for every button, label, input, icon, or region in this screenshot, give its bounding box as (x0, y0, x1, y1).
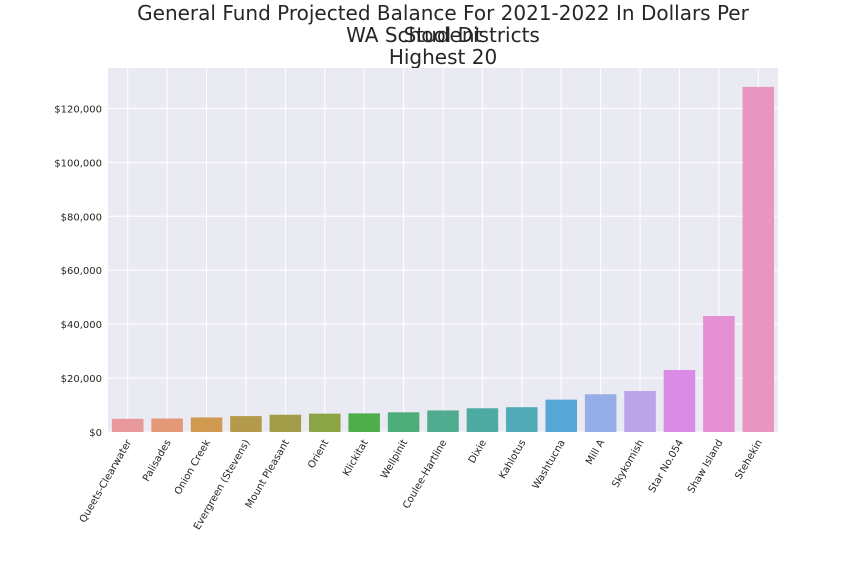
x-tick-label: Stehekin (733, 438, 764, 481)
x-tick-label: Dixie (467, 438, 489, 465)
bar (742, 86, 775, 432)
bar (466, 408, 499, 432)
bars (111, 86, 775, 432)
x-tick-label: Star No.054 (647, 438, 686, 495)
bar (584, 394, 617, 432)
x-tick-label: Orient (306, 438, 331, 471)
x-tick-label: Wellpinit (379, 438, 410, 481)
bar (348, 413, 380, 432)
bar (703, 316, 735, 432)
y-tick-label: $20,000 (61, 374, 102, 385)
x-tick-label: Mount Pleasant (244, 438, 292, 510)
chart-title-line-1: General Fund Projected Balance For 2021-… (137, 1, 749, 47)
bar (427, 410, 459, 432)
bar (624, 391, 656, 432)
x-tick-label: Queets-Clearwater (78, 437, 135, 525)
x-tick-label: Skykomish (610, 438, 646, 490)
chart-title-line-2: WA School Districts (346, 23, 540, 47)
bar (269, 414, 302, 432)
chart-title-line-3: Highest 20 (388, 45, 498, 69)
x-tick-label: Mill A (584, 438, 607, 467)
bar (309, 413, 341, 432)
bar (190, 417, 223, 432)
x-tick-labels: Queets-Clearwater Palisades Onion CreekEve… (78, 437, 765, 532)
y-tick-label: $100,000 (54, 158, 102, 169)
x-tick-label: Palisades (141, 438, 174, 484)
x-tick-label: Onion Creek (173, 438, 213, 497)
y-tick-label: $0 (89, 428, 102, 439)
bar (151, 418, 183, 432)
x-tick-label: Coulee-Hartline (401, 438, 449, 511)
y-tick-label: $40,000 (61, 320, 102, 331)
bar (545, 399, 577, 432)
x-tick-label: Shaw Island (686, 438, 725, 495)
y-tick-label: $60,000 (61, 266, 102, 277)
bar (387, 412, 420, 432)
y-tick-label: $80,000 (61, 212, 102, 223)
bar (663, 369, 696, 432)
bar (506, 407, 538, 432)
x-tick-label: Klickitat (341, 438, 371, 478)
bar (111, 418, 144, 432)
y-tick-label: $120,000 (54, 104, 102, 115)
x-tick-label: Washtucna (531, 438, 568, 491)
x-tick-label: Kahlotus (497, 438, 528, 481)
bar (230, 416, 262, 432)
y-tick-labels: $0 $20,000 $40,000 $60,000 $80,000 $100,000 $1… (54, 104, 102, 439)
